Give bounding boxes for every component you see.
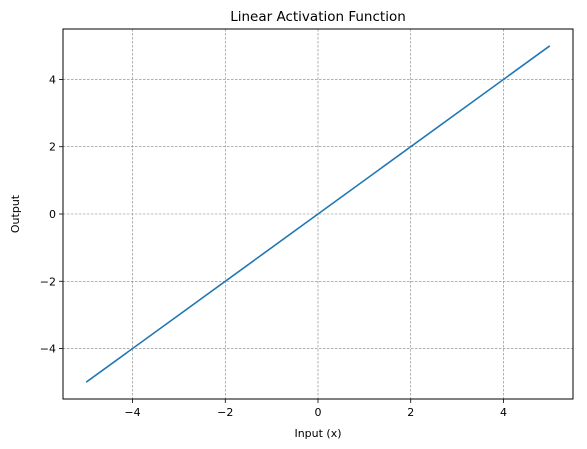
y-tick-label: −4 <box>40 343 56 356</box>
grid <box>63 29 573 399</box>
y-tick-label: 2 <box>49 141 56 154</box>
x-tick-label: 2 <box>407 406 414 419</box>
y-axis: −4 −2 0 2 4 <box>40 73 63 356</box>
x-axis: −4 −2 0 2 4 <box>124 399 507 419</box>
chart-title: Linear Activation Function <box>230 9 406 25</box>
x-tick-label: −4 <box>124 406 140 419</box>
x-axis-title: Input (x) <box>294 427 341 440</box>
series-line <box>85 45 551 383</box>
y-axis-title: Output <box>9 194 22 233</box>
y-tick-label: 0 <box>49 208 56 221</box>
series-layer <box>85 45 551 383</box>
x-tick-label: 0 <box>315 406 322 419</box>
y-tick-label: 4 <box>49 73 56 86</box>
x-tick-label: −2 <box>217 406 233 419</box>
y-tick-label: −2 <box>40 275 56 288</box>
x-tick-label: 4 <box>500 406 507 419</box>
